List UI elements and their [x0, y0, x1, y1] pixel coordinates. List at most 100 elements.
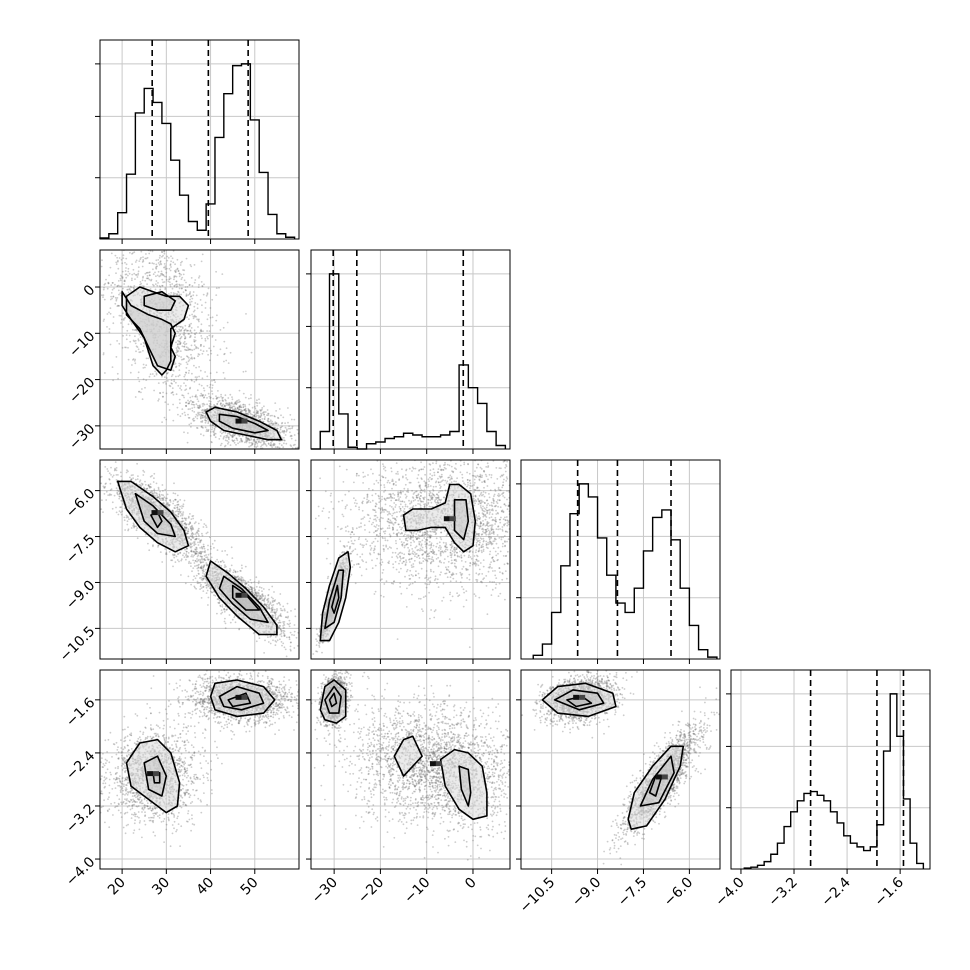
sample-point: [177, 339, 179, 342]
sample-point: [211, 428, 213, 431]
sample-point: [178, 560, 180, 563]
sample-point: [147, 484, 150, 487]
sample-point: [191, 379, 193, 382]
sample-point: [183, 329, 186, 332]
sample-point: [199, 345, 202, 347]
sample-point: [209, 372, 212, 375]
sample-point: [160, 263, 163, 266]
sample-point: [255, 441, 258, 443]
sample-point: [120, 275, 123, 278]
sample-point: [154, 288, 157, 291]
sample-point: [228, 403, 231, 405]
sample-point: [270, 444, 273, 447]
sample-point: [221, 404, 224, 407]
sample-point: [264, 443, 267, 446]
sample-point: [259, 416, 262, 418]
sample-point: [188, 325, 191, 328]
sample-point: [132, 358, 135, 360]
sample-point: [192, 294, 195, 297]
sample-point: [165, 392, 168, 395]
sample-point: [162, 281, 164, 284]
sample-point: [278, 442, 281, 445]
sample-point: [241, 435, 244, 438]
sample-point: [136, 478, 139, 480]
histogram-step: [743, 693, 925, 869]
sample-point: [201, 352, 204, 355]
sample-point: [227, 362, 230, 364]
sample-point: [168, 278, 171, 280]
sample-point: [194, 339, 197, 342]
sample-point: [231, 396, 233, 398]
sample-point: [206, 403, 208, 406]
sample-point: [197, 544, 200, 546]
sample-point: [238, 405, 241, 407]
sample-point: [175, 280, 178, 283]
sample-point: [197, 286, 200, 288]
sample-point: [204, 550, 206, 552]
sample-point: [290, 445, 293, 447]
sample-point: [117, 474, 119, 476]
sample-point: [208, 400, 210, 402]
sample-point: [185, 401, 187, 404]
sample-point: [277, 416, 279, 419]
sample-point: [207, 596, 210, 599]
sample-point: [184, 519, 187, 521]
sample-point: [178, 374, 181, 377]
sample-point: [209, 405, 212, 408]
sample-point: [195, 378, 198, 380]
sample-point: [243, 408, 246, 411]
sample-point: [209, 536, 211, 539]
sample-point: [115, 261, 118, 264]
sample-point: [222, 436, 225, 439]
sample-point: [222, 431, 225, 434]
sample-point: [254, 442, 257, 444]
sample-point: [118, 305, 120, 307]
sample-point: [246, 437, 249, 440]
sample-point: [124, 273, 127, 276]
sample-point: [201, 377, 204, 380]
sample-point: [192, 401, 195, 403]
sample-point: [208, 330, 211, 332]
sample-point: [195, 394, 197, 397]
sample-point: [183, 411, 186, 414]
sample-point: [122, 334, 124, 337]
sample-point: [270, 422, 273, 424]
sample-point: [207, 314, 210, 316]
sample-point: [258, 580, 260, 583]
sample-point: [164, 287, 167, 289]
sample-point: [286, 429, 288, 432]
sample-point: [239, 569, 242, 572]
sample-point: [176, 349, 178, 351]
sample-point: [239, 437, 242, 440]
sample-point: [175, 341, 177, 344]
sample-point: [172, 500, 175, 502]
sample-point: [212, 430, 214, 433]
sample-point: [223, 360, 225, 363]
sample-point: [111, 282, 114, 284]
sample-point: [145, 257, 148, 260]
sample-point: [125, 514, 128, 517]
sample-point: [247, 438, 250, 441]
sample-point: [254, 443, 257, 446]
sample-point: [112, 295, 115, 298]
sample-point: [210, 431, 212, 433]
sample-point: [225, 434, 228, 437]
sample-point: [179, 342, 182, 344]
sample-point: [177, 346, 180, 349]
sample-point: [254, 413, 257, 416]
sample-point: [219, 403, 222, 406]
sample-point: [270, 441, 272, 444]
sample-point: [279, 428, 282, 431]
sample-point: [211, 387, 214, 389]
sample-point: [161, 561, 164, 563]
sample-point: [145, 379, 148, 381]
sample-point: [231, 402, 234, 405]
sample-point: [161, 375, 163, 378]
sample-point: [187, 416, 190, 419]
sample-point: [176, 354, 178, 356]
sample-point: [118, 314, 121, 317]
sample-point: [283, 439, 286, 442]
sample-point: [137, 338, 140, 340]
sample-point: [258, 438, 261, 441]
sample-point: [199, 550, 201, 553]
